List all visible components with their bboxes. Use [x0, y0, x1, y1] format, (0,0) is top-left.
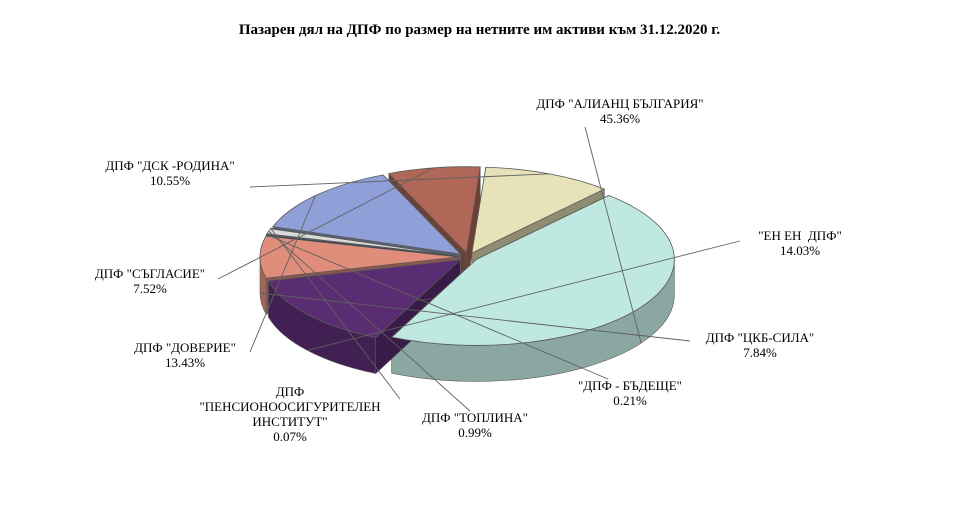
slice-label: ДПФ "ДОВЕРИЕ" 13.43% [115, 341, 255, 371]
slice-label: ДПФ "ЦКБ-СИЛА" 7.84% [690, 331, 830, 361]
chart-title: Пазарен дял на ДПФ по размер на нетните … [0, 0, 959, 39]
slice-label: "ЕН ЕН ДПФ" 14.03% [740, 229, 860, 259]
slice-label: ДПФ "АЛИАНЦ БЪЛГАРИЯ" 45.36% [520, 97, 720, 127]
slice-label: ДПФ "ТОПЛИНА" 0.99% [405, 411, 545, 441]
slice-label: ДПФ "СЪГЛАСИЕ" 7.52% [80, 267, 220, 297]
pie-chart: ДПФ "АЛИАНЦ БЪЛГАРИЯ" 45.36% "ЕН ЕН ДПФ" … [0, 39, 959, 529]
slice-label: ДПФ "ДСК -РОДИНА" 10.55% [85, 159, 255, 189]
slice-label: ДПФ "ПЕНСИОНООСИГУРИТЕЛЕН ИНСТИТУТ" 0.07… [175, 385, 405, 445]
slice-label: "ДПФ - БЪДЕЩЕ" 0.21% [560, 379, 700, 409]
